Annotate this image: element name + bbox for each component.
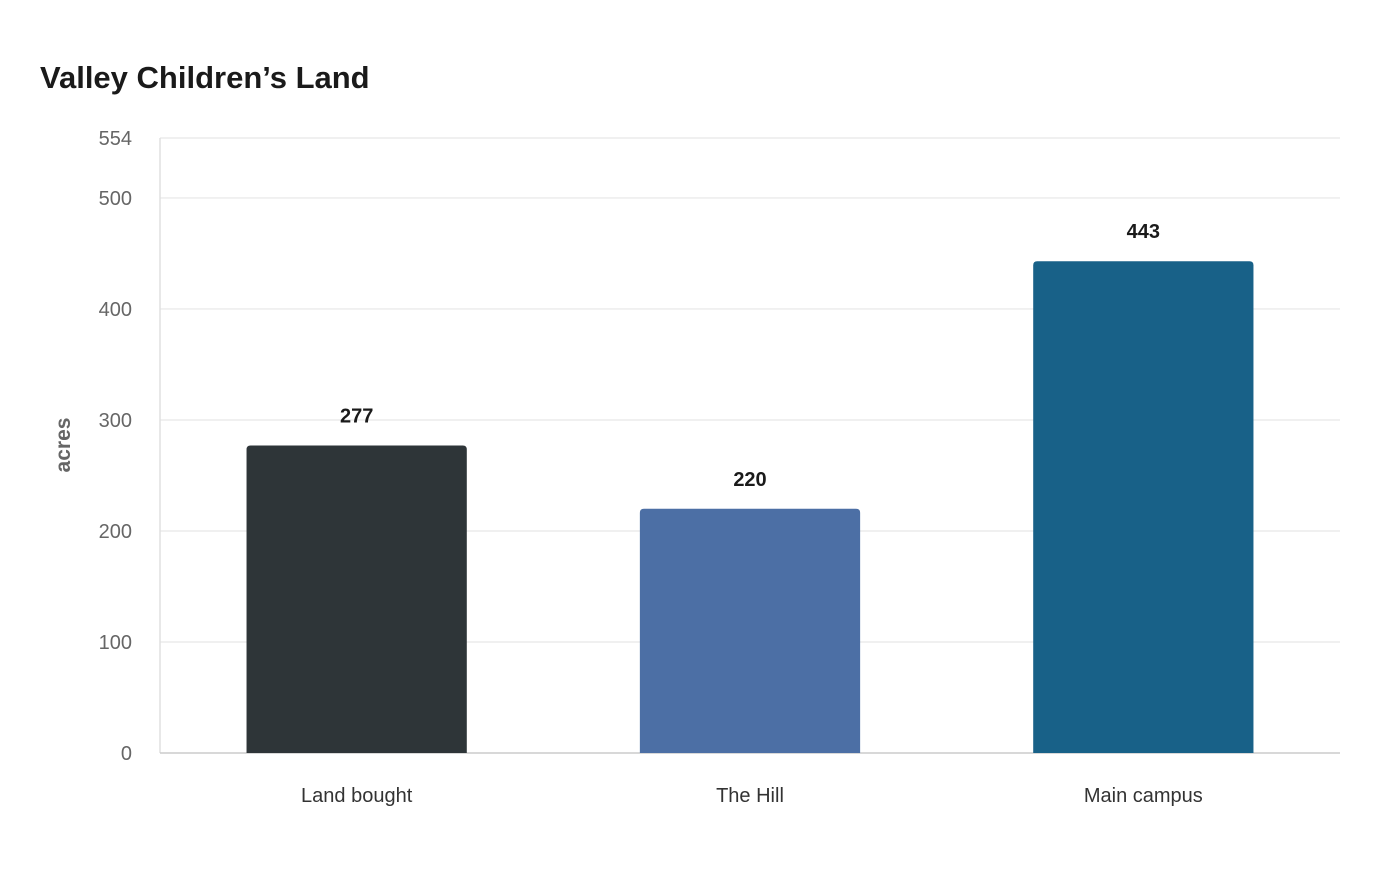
x-tick-label: The Hill — [716, 785, 784, 807]
y-tick-label: 100 — [99, 632, 132, 654]
y-tick-label: 500 — [99, 188, 132, 210]
value-labels: 277 220 443 — [340, 221, 1160, 491]
bar-main-campus — [1033, 261, 1254, 753]
bar-the-hill — [639, 508, 861, 753]
data-label: 443 — [1127, 221, 1160, 243]
y-tick-label: 300 — [99, 410, 132, 432]
y-tick-labels: 0 100 200 300 400 500 554 — [99, 128, 132, 765]
y-tick-label: 200 — [99, 521, 132, 543]
y-tick-label: 554 — [99, 128, 132, 150]
category-labels: Land bought The Hill Main campus — [301, 785, 1203, 807]
chart-title: Valley Children’s Land — [40, 60, 370, 95]
x-tick-label: Main campus — [1084, 785, 1203, 807]
bars — [246, 261, 1254, 753]
y-tick-label: 400 — [99, 299, 132, 321]
bar-land-bought — [246, 445, 467, 753]
data-label: 277 — [340, 406, 373, 428]
data-label: 220 — [733, 469, 766, 491]
y-axis-title: acres — [52, 418, 75, 473]
x-tick-label: Land bought — [301, 785, 413, 807]
y-tick-label: 0 — [121, 743, 132, 765]
